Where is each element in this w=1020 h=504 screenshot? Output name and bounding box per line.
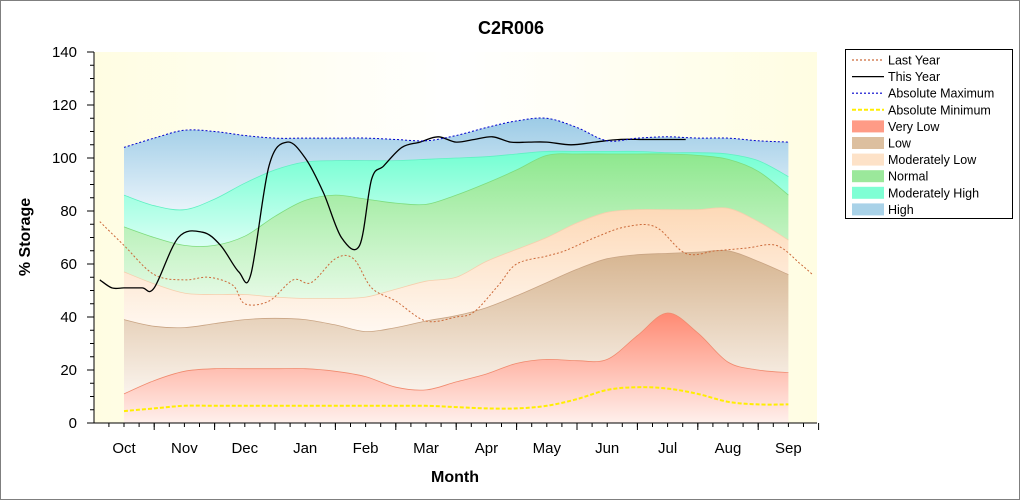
- band-high: [124, 117, 789, 210]
- legend-swatch-high: [852, 203, 884, 216]
- chart-title: C2R006: [478, 18, 544, 38]
- y-tick-label: 40: [60, 309, 77, 326]
- x-tick-label: Dec: [231, 440, 258, 457]
- band-edge-mod-low-top: [123, 207, 789, 300]
- legend-label: This Year: [888, 70, 940, 84]
- legend: Last Year This Year Absolute Maximum Absolu…: [845, 49, 1013, 219]
- x-tick-label: Sep: [775, 440, 802, 457]
- legend-label: Very Low: [888, 120, 940, 134]
- legend-label: Moderately High: [888, 186, 979, 200]
- y-tick-label: 60: [60, 256, 77, 273]
- x-tick-label: Oct: [112, 440, 136, 457]
- band-normal: [124, 153, 789, 299]
- y-tick-label: 100: [52, 150, 77, 167]
- y-tick-label: 0: [69, 415, 77, 432]
- legend-label: High: [888, 203, 914, 217]
- band-edge-normal-top: [123, 153, 789, 247]
- legend-swatch-normal: [852, 170, 884, 183]
- x-tick-label: Nov: [171, 440, 198, 457]
- x-axis-ticks: Oct Nov Dec Jan Feb Mar Apr May Jun Jul Aug Sep: [108, 423, 820, 457]
- x-tick-label: Feb: [353, 440, 379, 457]
- legend-label: Moderately Low: [888, 153, 977, 167]
- y-tick-label: 140: [52, 44, 77, 61]
- x-tick-label: May: [533, 440, 562, 457]
- legend-entries: Last Year This Year Absolute Maximum Absolu…: [852, 54, 994, 217]
- band-edge-very-low-top: [123, 312, 789, 395]
- y-axis-ticks: 0 20 40 60 80 100 120 140: [52, 44, 94, 432]
- series-line-this-year: [99, 136, 686, 293]
- legend-swatch-moderately-high: [852, 186, 884, 199]
- band-moderately-high: [124, 151, 789, 247]
- x-tick-label: Jun: [595, 440, 619, 457]
- x-axis-label: Month: [431, 469, 479, 486]
- y-tick-label: 120: [52, 97, 77, 114]
- x-tick-label: Jul: [658, 440, 677, 457]
- x-tick-label: Jan: [293, 440, 317, 457]
- band-edge-low-top: [123, 249, 789, 333]
- legend-swatch-very-low: [852, 120, 884, 133]
- legend-label: Absolute Minimum: [888, 103, 991, 117]
- x-tick-label: Mar: [413, 440, 439, 457]
- series-lines: [99, 117, 813, 413]
- y-tick-label: 20: [60, 362, 77, 379]
- legend-swatch-moderately-low: [852, 153, 884, 166]
- x-tick-label: Aug: [715, 440, 742, 457]
- legend-label: Absolute Maximum: [888, 87, 994, 101]
- legend-label: Normal: [888, 170, 928, 184]
- band-moderately-low: [124, 207, 789, 332]
- band-very-low: [124, 312, 789, 423]
- series-line-absolute-minimum: [123, 386, 789, 413]
- legend-swatch-low: [852, 137, 884, 149]
- band-edge-mod-high-top: [123, 150, 789, 211]
- classification-bands: [123, 117, 789, 423]
- y-axis-label: % Storage: [17, 198, 34, 276]
- x-tick-label: Apr: [475, 440, 498, 457]
- legend-label: Low: [888, 137, 912, 151]
- legend-label: Last Year: [888, 54, 940, 68]
- y-tick-label: 80: [60, 203, 77, 220]
- band-low: [124, 250, 789, 394]
